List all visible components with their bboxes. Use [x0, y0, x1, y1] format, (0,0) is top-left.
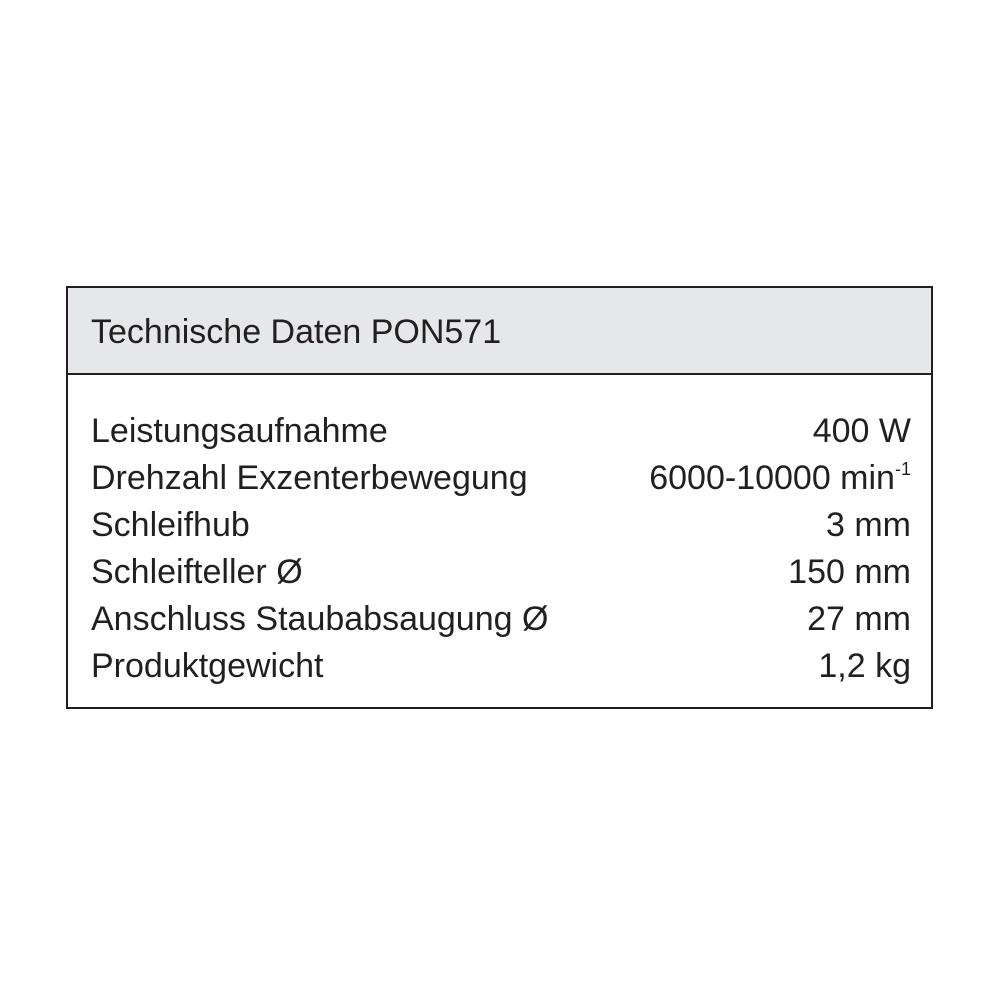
spec-value-wrap: 6000-10000 min-1	[649, 455, 911, 502]
spec-row: Drehzahl Exzenterbewegung 6000-10000 min-…	[91, 455, 911, 502]
spec-value: 150 mm	[788, 553, 911, 591]
spec-row: Schleifteller Ø 150 mm	[91, 549, 911, 596]
spec-row: Leistungsaufnahme 400 W	[91, 408, 911, 455]
table-header: Technische Daten PON571	[68, 288, 931, 375]
spec-value: 6000-10000 min	[649, 459, 895, 497]
spec-label: Drehzahl Exzenterbewegung	[91, 459, 528, 497]
spec-label: Leistungsaufnahme	[91, 412, 388, 450]
spec-label: Anschluss Staubabsaugung Ø	[91, 600, 549, 638]
table-title: Technische Daten PON571	[91, 313, 502, 351]
spec-rows: Leistungsaufnahme 400 W Drehzahl Exzenter…	[91, 408, 911, 690]
spec-label: Schleifhub	[91, 506, 250, 544]
spec-row: Produktgewicht 1,2 kg	[91, 643, 911, 690]
spec-value: 1,2 kg	[818, 647, 911, 685]
spec-value: 27 mm	[807, 600, 911, 638]
spec-row: Anschluss Staubabsaugung Ø 27 mm	[91, 596, 911, 643]
spec-row: Schleifhub 3 mm	[91, 502, 911, 549]
spec-label: Schleifteller Ø	[91, 553, 303, 591]
spec-value-exponent: -1	[894, 459, 911, 479]
spec-value: 3 mm	[826, 506, 911, 544]
spec-value: 400 W	[812, 412, 911, 450]
spec-label: Produktgewicht	[91, 647, 324, 685]
spec-table: Technische Daten PON571 Leistungsaufnahm…	[66, 286, 933, 709]
